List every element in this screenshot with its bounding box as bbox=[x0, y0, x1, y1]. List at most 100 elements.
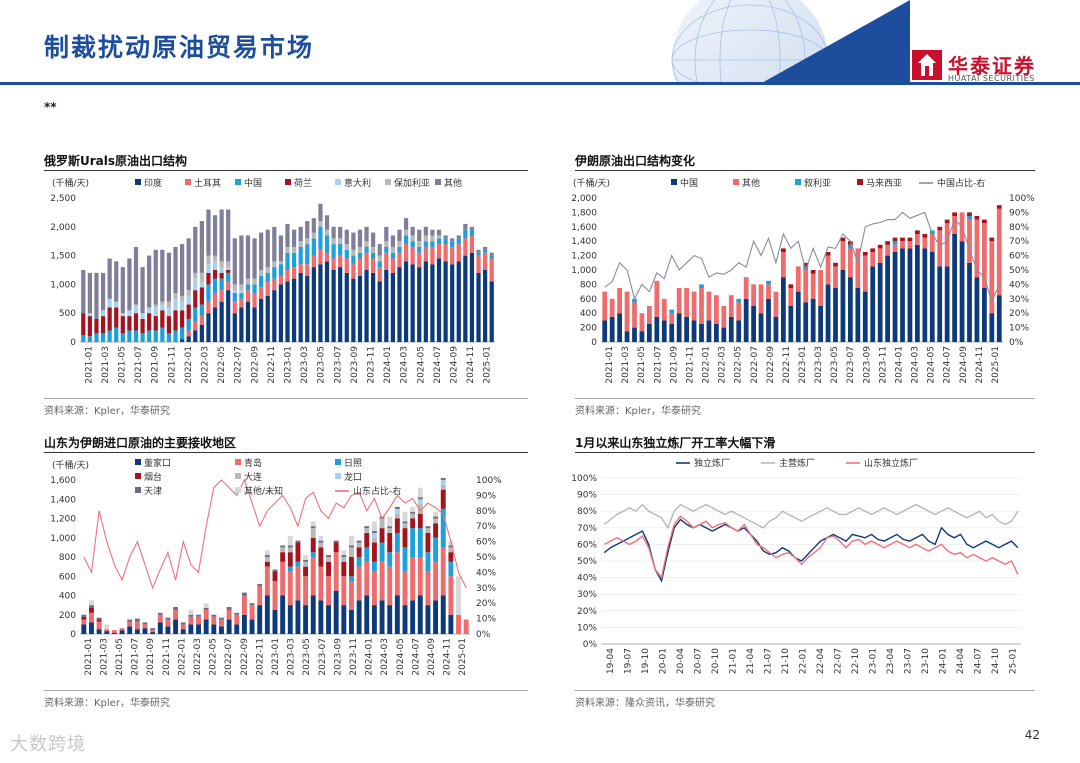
bar-segment bbox=[165, 626, 171, 634]
bar-segment bbox=[239, 235, 244, 285]
bar-segment bbox=[81, 335, 86, 342]
bar-segment bbox=[364, 246, 369, 253]
x-tick-label: 21-07 bbox=[763, 648, 773, 674]
bar-segment bbox=[840, 270, 846, 342]
bar-segment bbox=[803, 262, 809, 267]
bar-segment bbox=[249, 603, 255, 606]
bar-segment bbox=[280, 545, 286, 548]
source-rule bbox=[44, 690, 528, 691]
bar-segment bbox=[219, 619, 224, 627]
bar-segment bbox=[877, 248, 883, 263]
bar-segment bbox=[264, 550, 270, 556]
bar-segment bbox=[602, 320, 608, 342]
bar-segment bbox=[265, 295, 270, 342]
bar-segment bbox=[377, 267, 382, 282]
bar-segment bbox=[469, 229, 475, 236]
bar-segment bbox=[107, 258, 112, 299]
bar-segment bbox=[153, 307, 158, 317]
bar-segment bbox=[333, 540, 339, 543]
bar-segment bbox=[384, 241, 389, 247]
x-tick-label: 2021-09 bbox=[669, 346, 679, 384]
bar-segment bbox=[632, 302, 637, 328]
bar-segment bbox=[344, 272, 349, 342]
bar-segment bbox=[157, 622, 163, 634]
bar-segment bbox=[952, 212, 957, 216]
bar-segment bbox=[433, 600, 439, 634]
bar-segment bbox=[104, 631, 110, 634]
bar-segment bbox=[310, 528, 316, 538]
x-tick-label: 2021-01 bbox=[84, 638, 94, 676]
bar-segment bbox=[272, 261, 277, 268]
x-tick-label: 2022-11 bbox=[782, 346, 792, 384]
bar-segment bbox=[351, 249, 356, 256]
bar-segment bbox=[186, 238, 191, 291]
bar-segment bbox=[196, 614, 201, 617]
bar-segment bbox=[379, 561, 385, 601]
panel-title-refinery: 1月以来山东独立炼厂开工率大幅下滑 bbox=[575, 436, 776, 450]
bar-segment bbox=[94, 318, 99, 334]
bar-segment bbox=[676, 288, 682, 314]
bar-segment bbox=[81, 270, 86, 314]
bar-segment bbox=[193, 226, 198, 273]
legend-label: 土耳其 bbox=[194, 177, 221, 189]
x-tick-label: 2022-09 bbox=[240, 638, 250, 676]
bar-segment bbox=[120, 313, 125, 317]
bar-segment bbox=[96, 617, 102, 620]
bar-segment bbox=[967, 216, 972, 220]
bar-segment bbox=[199, 316, 204, 325]
bar-segment bbox=[278, 264, 284, 276]
bar-segment bbox=[234, 624, 240, 634]
bar-segment bbox=[357, 246, 363, 253]
legend-label: 主营炼厂 bbox=[779, 457, 815, 469]
bar-segment bbox=[259, 275, 264, 288]
bar-segment bbox=[448, 552, 454, 562]
bar-segment bbox=[387, 552, 393, 567]
bar-segment bbox=[469, 252, 475, 342]
bar-segment bbox=[203, 603, 209, 609]
bar-segment bbox=[440, 484, 446, 490]
bar-segment bbox=[669, 313, 675, 324]
x-tick-label: 2021-03 bbox=[621, 346, 631, 384]
bar-segment bbox=[915, 234, 920, 245]
bar-segment bbox=[107, 330, 112, 342]
bar-segment bbox=[219, 301, 224, 342]
y2-tick-label: 40% bbox=[476, 568, 496, 578]
bar-segment bbox=[212, 255, 218, 262]
bar-segment bbox=[982, 288, 987, 342]
bar-segment bbox=[81, 619, 87, 625]
bar-segment bbox=[219, 261, 224, 268]
bar-segment bbox=[264, 595, 270, 634]
bar-segment bbox=[736, 320, 742, 342]
bar-segment bbox=[206, 209, 211, 256]
bar-segment bbox=[387, 526, 393, 529]
source-russia: 资料来源：Kpler，华泰研究 bbox=[44, 406, 170, 417]
bar-segment bbox=[166, 301, 172, 308]
bar-segment bbox=[87, 313, 92, 317]
series-line bbox=[83, 478, 467, 590]
bar-segment bbox=[433, 516, 439, 519]
bar-segment bbox=[929, 252, 935, 342]
bar-segment bbox=[310, 521, 316, 527]
bar-segment bbox=[287, 571, 293, 606]
bar-segment bbox=[127, 258, 132, 311]
x-tick-label: 2022-05 bbox=[217, 346, 227, 384]
bar-segment bbox=[351, 232, 356, 250]
source-refinery: 资料来源：隆众资讯，华泰研究 bbox=[575, 698, 715, 709]
bar-segment bbox=[199, 304, 204, 317]
bar-segment bbox=[952, 216, 957, 234]
bar-segment bbox=[349, 609, 354, 634]
bar-segment bbox=[387, 516, 393, 527]
x-tick-label: 2025-01 bbox=[458, 638, 468, 676]
bar-segment bbox=[417, 241, 422, 247]
bar-segment bbox=[848, 244, 853, 249]
legend-swatch bbox=[335, 473, 341, 479]
bar-segment bbox=[272, 569, 278, 572]
bar-segment bbox=[310, 595, 316, 634]
bar-segment bbox=[150, 628, 156, 631]
bar-segment bbox=[417, 267, 422, 342]
x-tick-label: 2021-01 bbox=[84, 346, 94, 384]
bar-segment bbox=[157, 614, 163, 623]
bar-segment bbox=[127, 316, 132, 331]
bar-segment bbox=[440, 547, 446, 596]
bar-segment bbox=[305, 275, 310, 342]
